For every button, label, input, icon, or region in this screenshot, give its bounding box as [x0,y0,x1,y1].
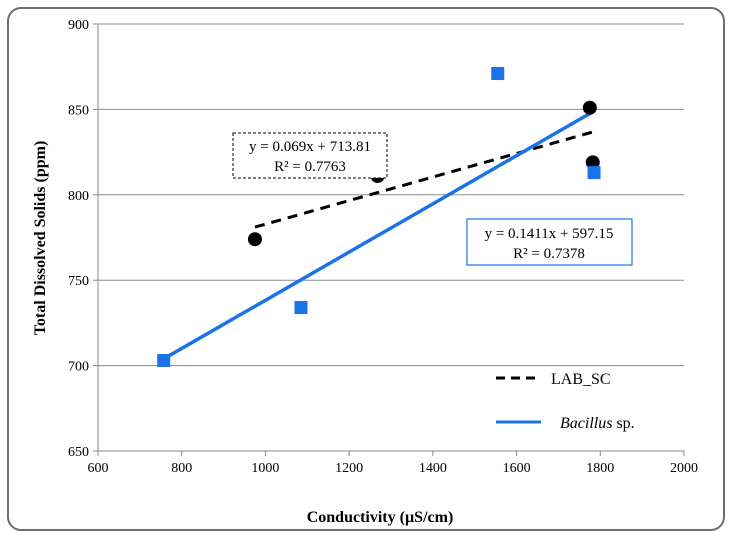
data-points [157,67,601,367]
x-axis-title: Conductivity (µS/cm) [307,509,454,526]
bacillus-equation-box: y = 0.1411x + 597.15 R² = 0.7378 [466,218,633,266]
y-tick-label: 850 [68,103,89,118]
bacillus-point [491,67,505,81]
bacillus-point [294,301,308,315]
legend-bacillus-label: Bacillus sp. [560,415,635,432]
legend-bacillus-rest: sp. [612,415,634,432]
x-tick-label: 800 [171,461,192,476]
lab-sc-r2: R² = 0.7763 [274,159,346,175]
bacillus-equation: y = 0.1411x + 597.15 [485,226,614,242]
lab-sc-trendline [254,129,597,229]
chart-frame [7,7,725,531]
bacillus-trendline [162,109,595,361]
y-axis-title: Total Dissolved Solids (ppm) [32,141,49,336]
x-tick-label: 2000 [670,461,698,476]
bacillus-point [587,166,601,180]
bacillus-point [157,353,171,367]
x-tick-label: 1800 [586,461,614,476]
lab-sc-equation-box: y = 0.069x + 713.81 R² = 0.7763 [232,132,388,179]
grid-lines [98,23,684,367]
lab-sc-point [247,232,262,247]
bacillus-r2: R² = 0.7378 [513,246,585,262]
x-tick-label: 1400 [419,461,447,476]
axis-ticks: 650 700 750 800 850 900 600 800 1000 1200 1400 1600… [68,18,698,476]
legend: LAB_SC Bacillus sp. [496,371,635,432]
y-tick-label: 700 [68,360,89,375]
y-tick-label: 750 [68,274,89,289]
x-tick-label: 1000 [251,461,279,476]
lab-sc-point [582,100,597,115]
x-tick-label: 600 [88,461,109,476]
lab-sc-equation: y = 0.069x + 713.81 [249,139,371,155]
trendlines [162,109,597,361]
y-tick-label: 650 [68,445,89,460]
x-tick-label: 1200 [335,461,363,476]
legend-lab-sc-label: LAB_SC [551,371,611,388]
lab-sc-point [585,155,600,170]
y-tick-label: 900 [68,18,89,33]
legend-bacillus-italic: Bacillus [560,415,612,432]
y-tick-label: 800 [68,189,89,204]
x-tick-label: 1600 [503,461,531,476]
